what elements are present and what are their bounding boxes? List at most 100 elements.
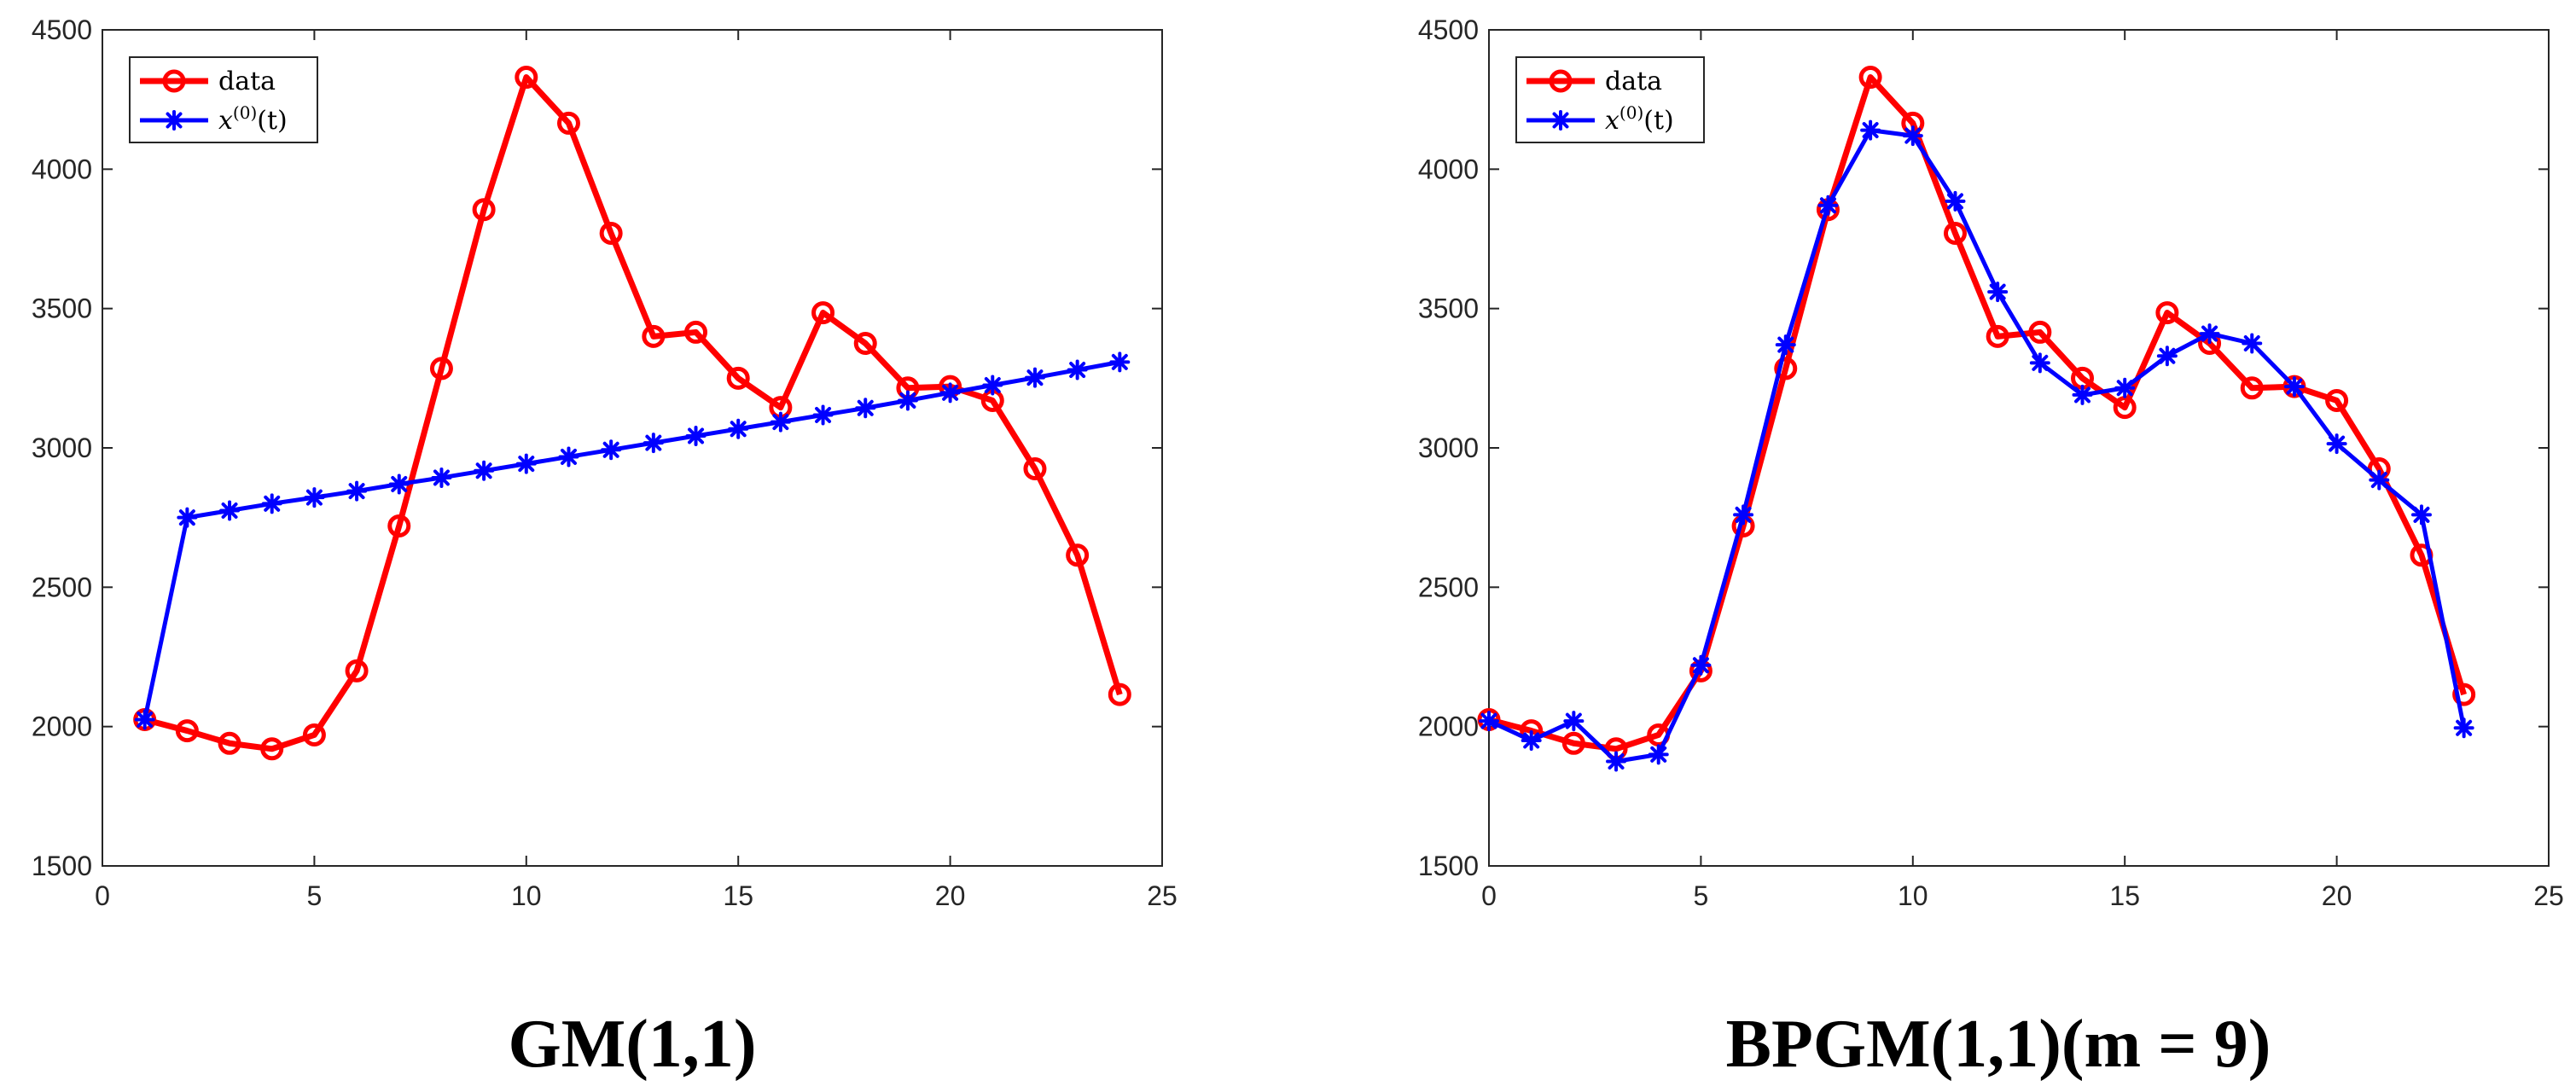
y-tick-label: 3000	[32, 433, 92, 463]
x-tick-label: 20	[2322, 880, 2352, 911]
x-tick-label: 15	[2109, 880, 2140, 911]
model-point-marker	[2410, 504, 2432, 526]
data-point-marker	[302, 723, 326, 746]
model-point-marker	[1817, 195, 1839, 216]
model-point-marker	[1067, 359, 1088, 380]
y-tick-label: 4000	[1418, 154, 1479, 184]
model-point-marker	[770, 411, 791, 433]
model-point-marker	[2242, 333, 2263, 354]
model-point-marker	[1648, 744, 1669, 765]
data-point-marker	[642, 324, 666, 348]
data-point-marker	[811, 301, 835, 325]
x-tick-label: 10	[1898, 880, 1928, 911]
model-point-marker	[1109, 351, 1131, 373]
x-tick-label: 25	[2533, 880, 2564, 911]
model-point-marker	[1775, 334, 1796, 356]
data-point-marker	[726, 366, 750, 390]
model-point-marker	[1479, 711, 1499, 732]
data-point-marker	[1986, 324, 2009, 348]
model-point-marker	[855, 398, 876, 419]
model-point-marker	[601, 439, 622, 461]
data-point-marker	[599, 221, 623, 245]
y-tick-label: 3500	[32, 293, 92, 324]
x-tick-label: 5	[307, 880, 323, 911]
data-point-marker	[218, 731, 241, 755]
model-point-marker	[685, 425, 707, 446]
chart-panel-bpgm11: 0 5 10 15 20 25 1500 2000 2500 3000 3500 4000 4500 da…	[1418, 15, 2564, 1082]
y-tick-label: 2000	[1418, 712, 1479, 742]
chart-caption: BPGM(1,1)(m = 9)	[1726, 1007, 2271, 1082]
model-point-marker	[1024, 367, 1045, 388]
data-point-marker	[1561, 731, 1585, 755]
data-point-marker	[1943, 221, 1967, 245]
model-point-marker	[134, 709, 155, 730]
legend-marker	[1550, 110, 1571, 131]
model-point-marker	[388, 473, 410, 495]
model-point-marker	[431, 467, 452, 488]
model-point-marker	[2199, 323, 2220, 345]
model-point-marker	[1521, 730, 1542, 751]
y-tick-label: 2000	[32, 712, 92, 742]
data-point-marker	[2452, 682, 2476, 706]
y-tick-label: 3000	[1418, 433, 1479, 463]
model-point-marker	[558, 446, 579, 468]
data-point-marker	[2240, 376, 2264, 400]
data-point-marker	[515, 66, 538, 90]
model-point-marker	[515, 453, 537, 474]
data-point-marker	[556, 111, 580, 135]
model-point-marker	[643, 433, 664, 454]
legend-label: x(0)(t)	[218, 102, 288, 136]
y-tick-label: 3500	[1418, 293, 1479, 324]
model-point-marker	[1860, 119, 1881, 141]
model-point-marker	[1902, 125, 1923, 147]
data-point-marker	[429, 357, 453, 380]
x-tick-label: 25	[1147, 880, 1178, 911]
data-point-marker	[853, 332, 877, 355]
legend-marker	[1549, 69, 1573, 93]
x-tick-label: 15	[723, 880, 753, 911]
legend-label: data	[218, 67, 276, 96]
data-point-marker	[1108, 682, 1131, 706]
model-point-marker	[1945, 190, 1966, 212]
model-point-marker	[1563, 711, 1585, 732]
legend-marker	[164, 110, 184, 131]
x-tick-label: 0	[1481, 880, 1497, 911]
data-point-marker	[1066, 543, 1090, 567]
model-point-marker	[2283, 376, 2305, 398]
data-point-marker	[1858, 66, 1882, 90]
model-point-marker	[897, 390, 918, 411]
x-tick-label: 10	[511, 880, 542, 911]
model-point-marker	[1606, 751, 1627, 772]
model-point-marker	[982, 375, 1003, 396]
chart-caption: GM(1,1)	[508, 1007, 756, 1082]
y-tick-label: 2500	[32, 572, 92, 602]
data-point-marker	[260, 737, 284, 761]
model-point-marker	[728, 418, 749, 439]
chart-panel-gm11: 0 5 10 15 20 25 1500 2000 2500 3000 3500 4000 4500 da…	[32, 15, 1178, 1082]
model-point-marker	[177, 507, 198, 528]
data-point-marker	[684, 320, 708, 344]
legend-marker	[162, 69, 186, 93]
x-tick-label: 5	[1694, 880, 1709, 911]
model-point-marker	[2326, 433, 2347, 455]
data-point-marker	[175, 719, 199, 743]
y-tick-label: 4000	[32, 154, 92, 184]
model-point-marker	[219, 500, 241, 521]
model-point-marker	[1690, 654, 1712, 676]
model-point-marker	[304, 487, 325, 508]
y-tick-label: 2500	[1418, 572, 1479, 602]
y-tick-label: 4500	[1418, 15, 1479, 45]
y-tick-label: 1500	[1418, 851, 1479, 881]
model-point-marker	[474, 460, 495, 481]
data-point-marker	[345, 659, 369, 682]
y-tick-label: 4500	[32, 15, 92, 45]
y-tick-label: 1500	[32, 851, 92, 881]
legend-box	[129, 56, 318, 143]
data-point-marker	[1023, 457, 1047, 480]
model-point-marker	[1733, 504, 1754, 526]
model-point-marker	[346, 480, 368, 502]
data-point-marker	[472, 198, 496, 222]
model-point-marker	[812, 404, 834, 426]
data-point-marker	[2325, 388, 2349, 412]
